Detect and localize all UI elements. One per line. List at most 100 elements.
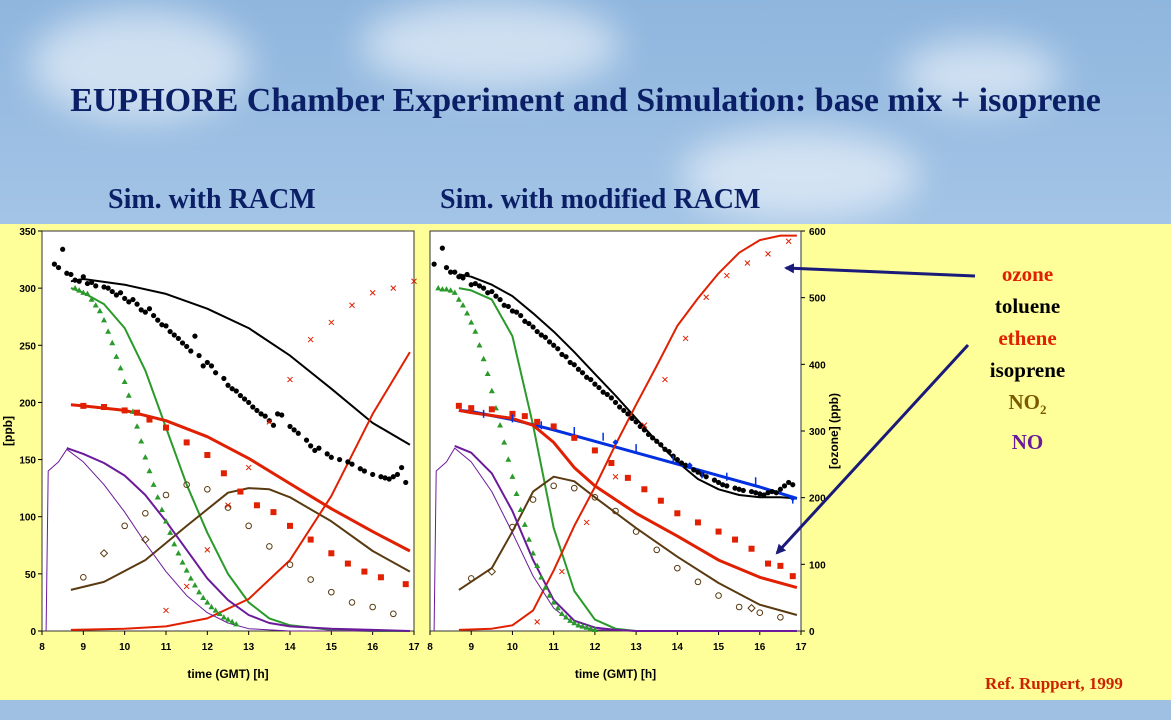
data-point [567, 359, 573, 366]
data-point [179, 559, 186, 565]
x-tick-label: 12 [589, 642, 601, 653]
data-point [250, 404, 256, 410]
y-tick-label: 300 [809, 427, 826, 438]
data-point [501, 302, 507, 308]
data-point [229, 618, 236, 625]
data-point [517, 506, 524, 513]
legend: ozone toluene ethene isoprene NO2 NO [960, 258, 1095, 458]
data-point [117, 364, 124, 371]
data-point [435, 284, 442, 291]
data-point [411, 278, 417, 285]
data-point [571, 362, 577, 368]
data-point [204, 547, 211, 553]
simulation-line [458, 234, 797, 631]
x-tick-label: 9 [468, 642, 474, 653]
data-point [790, 482, 796, 488]
plot-area [429, 230, 802, 632]
data-point [113, 292, 119, 298]
data-point [789, 495, 796, 502]
data-point [534, 328, 540, 335]
data-point [287, 376, 293, 383]
data-point [295, 430, 301, 436]
data-point [509, 308, 516, 314]
data-point [175, 335, 181, 342]
data-point [142, 309, 148, 315]
data-point [521, 413, 528, 420]
data-point [785, 238, 792, 245]
data-point [641, 427, 647, 433]
data-point [84, 290, 91, 297]
data-point [600, 389, 606, 395]
data-point [254, 407, 260, 414]
data-point [695, 469, 701, 475]
data-point [694, 519, 701, 526]
data-point [431, 261, 437, 267]
data-point [60, 246, 66, 252]
data-point [241, 396, 248, 402]
data-point [480, 355, 487, 362]
data-point [229, 386, 235, 392]
legend-no2-text: NO [1008, 390, 1041, 414]
data-point [715, 479, 722, 486]
data-point [550, 423, 557, 430]
data-point [650, 435, 656, 441]
data-point [192, 333, 198, 339]
data-point [509, 523, 516, 531]
data-point [142, 454, 149, 460]
cloud [30, 10, 250, 120]
data-point [109, 339, 116, 346]
data-point [691, 467, 697, 473]
data-point [579, 370, 586, 376]
data-point [258, 411, 264, 417]
y-tick-label: 150 [19, 456, 36, 467]
data-point [64, 270, 70, 276]
subtitle-left: Sim. with RACM [108, 184, 316, 215]
data-point [308, 443, 314, 449]
x-tick-label: 16 [367, 642, 379, 653]
data-point [571, 619, 578, 626]
data-point [312, 447, 318, 454]
data-point [402, 581, 409, 588]
data-point [105, 328, 112, 334]
data-point [757, 491, 763, 497]
data-point [493, 293, 499, 299]
legend-item-ethene: ethene [998, 326, 1057, 350]
data-point [370, 471, 376, 478]
data-point [765, 490, 771, 496]
data-point [744, 260, 751, 266]
data-point [80, 274, 86, 280]
x-tick-label: 16 [754, 642, 766, 653]
data-point [777, 613, 784, 621]
data-point [142, 509, 149, 517]
data-point [163, 323, 169, 329]
data-point [505, 456, 512, 462]
data-point [715, 592, 722, 599]
y-tick-label: 50 [25, 570, 37, 581]
x-tick-label: 8 [427, 642, 433, 653]
data-point [550, 482, 557, 490]
data-point [84, 280, 91, 287]
data-point [126, 299, 132, 305]
data-point [245, 522, 252, 530]
x-tick-label: 8 [39, 642, 45, 653]
data-point [196, 588, 203, 595]
data-point [163, 424, 169, 431]
data-point [522, 318, 528, 324]
data-point [316, 445, 322, 451]
data-point [109, 288, 115, 295]
data-point [789, 573, 796, 580]
data-point [686, 462, 693, 469]
subtitle-right: Sim. with modified RACM [440, 184, 761, 215]
legend-item-no2: NO2 [960, 386, 1095, 426]
data-point [403, 479, 409, 486]
data-point [666, 448, 672, 455]
data-point [674, 564, 681, 572]
data-point [773, 490, 779, 496]
data-point [653, 546, 661, 554]
data-point [213, 370, 219, 376]
data-point [266, 418, 272, 424]
data-point [464, 271, 470, 278]
data-point [51, 261, 58, 267]
data-point [324, 451, 330, 457]
